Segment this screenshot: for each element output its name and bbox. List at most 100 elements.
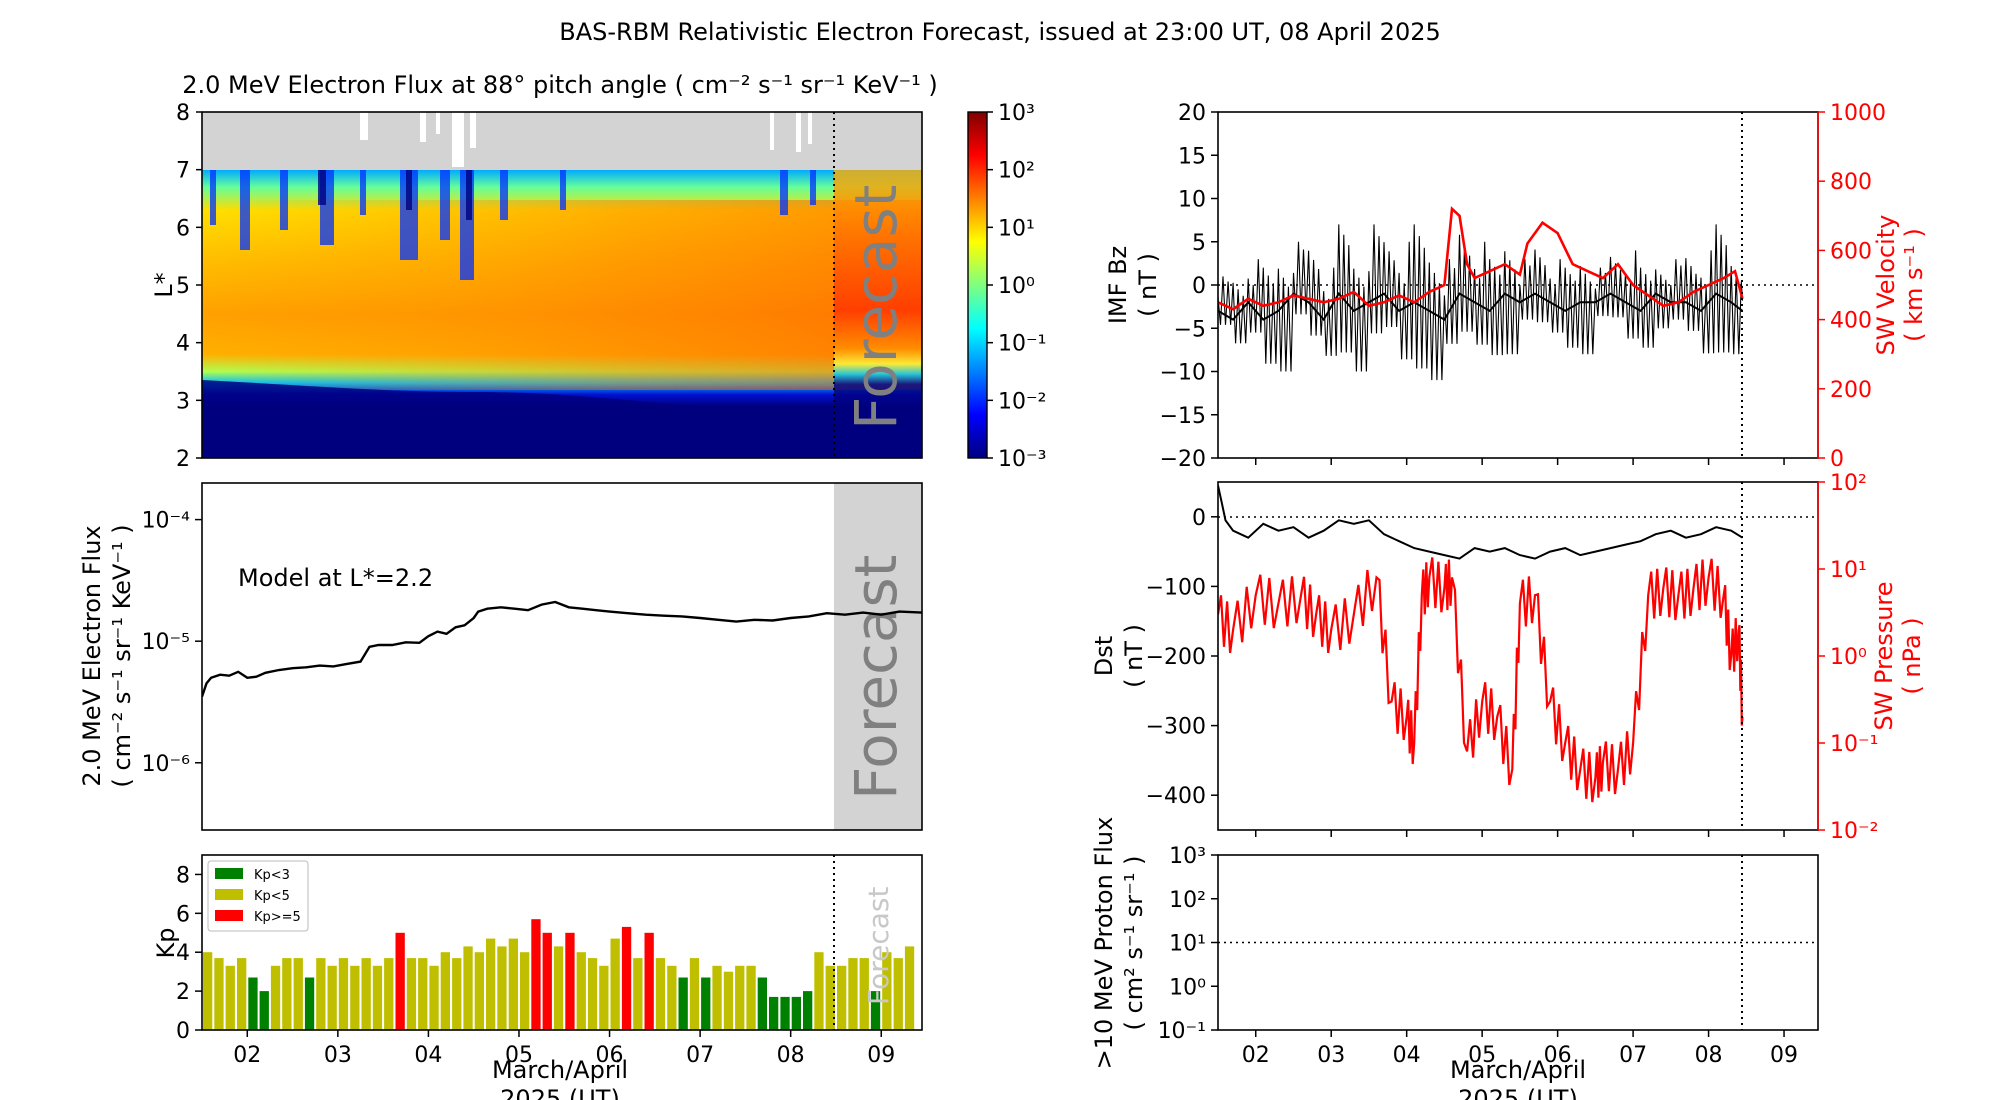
imf-ylabel-line1: IMF Bz: [1104, 246, 1132, 324]
flux-frame: [201, 482, 923, 831]
imf-bz-line: [1218, 291, 1744, 322]
kp-bar: [531, 919, 541, 1030]
heatmap-deep-dropouts: [318, 170, 472, 220]
flux-forecast-label: Forecast: [842, 555, 910, 800]
dst-yticks-right: 10² 10¹ 10⁰ 10⁻¹ 10⁻²: [1818, 471, 1878, 844]
dst-ytick-label: −300: [1146, 715, 1206, 740]
dst-xticks: [1254, 830, 1785, 837]
kp-bar: [746, 965, 756, 1030]
kp-ytick-label: 6: [176, 902, 190, 927]
kp-bar: [814, 952, 824, 1030]
proton-tick-label: 06: [1544, 1043, 1572, 1068]
flux-forecast-shade: [834, 483, 922, 830]
colorbar-tick-label: 10²: [998, 159, 1035, 184]
heatmap-ytick-label: 7: [176, 159, 190, 184]
kp-bar: [689, 958, 700, 1030]
dst-ylabel-line2: ( nT ): [1120, 624, 1148, 688]
kp-bar: [701, 977, 711, 1030]
kp-bar: [304, 977, 315, 1030]
kp-legend-label-0: Kp<3: [254, 868, 290, 883]
kp-bar: [452, 958, 462, 1030]
kp-bar: [474, 952, 484, 1030]
kp-bar: [361, 958, 371, 1030]
sw-velocity-ytick-label: 1000: [1830, 101, 1886, 126]
kp-bar: [893, 958, 903, 1030]
kp-bar: [327, 965, 337, 1030]
heatmap-ytick-label: 8: [176, 101, 190, 126]
colorbar-tick-label: 10¹: [998, 216, 1035, 241]
kp-bars: [203, 919, 915, 1030]
dst-line: [1218, 485, 1744, 560]
kp-tick-label: 03: [324, 1043, 352, 1068]
proton-tick-label: 04: [1393, 1043, 1421, 1068]
kp-bar: [237, 958, 247, 1030]
kp-bar: [859, 958, 869, 1030]
kp-bar: [655, 958, 666, 1030]
imf-ytick-label: 15: [1178, 144, 1206, 169]
kp-xticks: 02 03 04 05 06 07 08 09: [233, 1030, 895, 1068]
heatmap-ylabel: L*: [150, 272, 178, 297]
kp-bar: [225, 965, 235, 1030]
kp-bar: [259, 991, 269, 1030]
proton-ytick-label: 10⁻¹: [1158, 1019, 1206, 1044]
dst-ytick-label: −200: [1146, 645, 1206, 670]
kp-bar: [316, 958, 326, 1030]
heatmap-ytick-label: 6: [176, 216, 190, 241]
kp-bar: [621, 926, 632, 1030]
flux-ylabel-line2: ( cm⁻² s⁻¹ sr⁻¹ KeV⁻¹ ): [108, 524, 136, 787]
imf-ytick-label: 20: [1178, 101, 1206, 126]
proton-ylabel-line2: ( cm² s⁻¹ sr⁻¹ ): [1120, 856, 1148, 1031]
colorbar-gradient: [967, 111, 988, 459]
proton-tick-label: 09: [1770, 1043, 1798, 1068]
proton-ylabel-line1: >10 MeV Proton Flux: [1090, 817, 1118, 1070]
sw-velocity-ytick-label: 200: [1830, 378, 1872, 403]
kp-bar: [350, 965, 360, 1030]
proton-yticks: 10³ 10² 10¹ 10⁰ 10⁻¹: [1158, 844, 1218, 1044]
heatmap-growth-overlay: [202, 200, 922, 390]
heatmap-missing-gaps: [360, 112, 812, 167]
proton-xlabel-line2: 2025 (UT): [1458, 1085, 1578, 1100]
heatmap-slot-boundary: [202, 380, 922, 458]
dst-ylabel-line1: Dst: [1090, 636, 1118, 676]
kp-bar: [791, 996, 801, 1030]
kp-bar: [904, 946, 915, 1030]
kp-bar: [848, 958, 858, 1030]
imf-yticks-right: 1000 800 600 400 200 0: [1818, 101, 1886, 472]
kp-bar: [542, 932, 552, 1030]
kp-bar: [338, 958, 349, 1030]
sw-pressure-ytick-label: 10²: [1830, 471, 1867, 496]
kp-ytick-label: 4: [176, 941, 190, 966]
kp-bar: [723, 971, 734, 1030]
sw-pressure-ytick-label: 10⁻¹: [1830, 732, 1878, 757]
kp-tick-label: 04: [414, 1043, 442, 1068]
kp-bar: [463, 946, 473, 1030]
sw-pressure-line: [1218, 557, 1744, 803]
imf-ytick-label: 10: [1178, 188, 1206, 213]
kp-bar: [587, 958, 598, 1030]
flux-ytick-label: 10⁻⁴: [142, 509, 191, 534]
proton-panel: 10³ 10² 10¹ 10⁰ 10⁻¹ 02 03 04 05 06 07 08 09 >10 Me…: [1090, 817, 1819, 1100]
kp-tick-label: 05: [505, 1043, 533, 1068]
flux-line: [202, 600, 922, 697]
kp-bar: [803, 991, 813, 1030]
kp-legend-swatch-olive: [215, 889, 243, 900]
imf-ylabel-line2: ( nT ): [1134, 253, 1162, 317]
flux-ytick-label: 10⁻⁵: [142, 630, 190, 655]
kp-bar: [248, 977, 258, 1030]
kp-bar: [486, 938, 496, 1030]
kp-bar: [440, 952, 450, 1030]
imf-ytick-label: −10: [1160, 361, 1206, 386]
flux-line-panel: Forecast Model at L*=2.2 10⁻⁴ 10⁻⁵ 10⁻⁶ 2.…: [78, 482, 923, 831]
kp-bar: [565, 932, 575, 1030]
kp-frame: [201, 854, 923, 1031]
sw-velocity-ytick-label: 400: [1830, 309, 1872, 334]
kp-bar: [769, 996, 779, 1030]
kp-bar: [599, 965, 609, 1030]
heatmap-missing-region: [202, 112, 922, 170]
kp-tick-label: 08: [777, 1043, 805, 1068]
kp-bar: [293, 958, 303, 1030]
sw-pressure-ylabel-line1: SW Pressure: [1870, 581, 1898, 730]
flux-yticks: 10⁻⁴ 10⁻⁵ 10⁻⁶: [142, 509, 202, 777]
